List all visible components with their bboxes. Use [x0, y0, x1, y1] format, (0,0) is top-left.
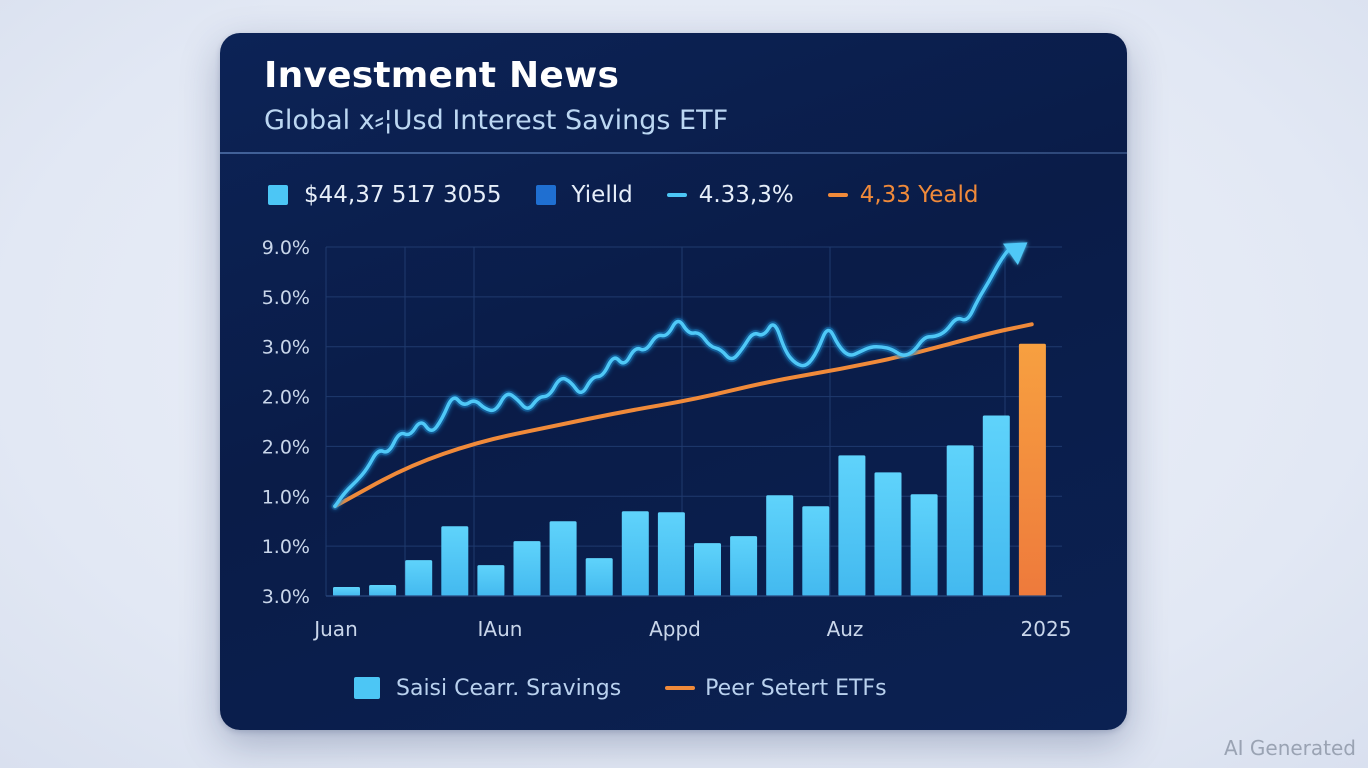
- bar: [333, 587, 360, 596]
- top-legend-item: $44,37 517 3055: [268, 182, 502, 208]
- x-tick-label: Auz: [827, 617, 864, 641]
- bar: [874, 472, 902, 596]
- bar: [369, 585, 397, 596]
- bar: [513, 541, 541, 596]
- y-tick-label: 2.0%: [262, 436, 310, 458]
- x-tick-label: Appd: [649, 617, 701, 641]
- header-divider: [220, 152, 1127, 154]
- legend-line-icon: [666, 193, 687, 197]
- legend-line-icon: [665, 686, 696, 690]
- top-legend-item: 4.33,3%: [666, 182, 794, 208]
- bar: [946, 445, 974, 596]
- bar: [477, 565, 505, 596]
- bar: [838, 455, 866, 596]
- x-tick-label: Juan: [312, 617, 358, 641]
- x-tick-label: IAun: [478, 617, 523, 641]
- bar-highlight: [1018, 343, 1046, 596]
- bar: [982, 415, 1010, 596]
- top-legend-item: 4,33 Yeald: [827, 182, 979, 208]
- peer-etfs-line: [333, 322, 1034, 509]
- bar: [621, 511, 649, 596]
- bar: [694, 543, 721, 596]
- y-tick-label: 3.0%: [262, 337, 310, 359]
- legend-line-icon: [827, 193, 848, 197]
- legend-label: Saisi Cearr. Sravings: [396, 675, 622, 701]
- card-header: Investment News Global x⸗¦Usd Interest S…: [220, 33, 1127, 154]
- legend-swatch-icon: [535, 185, 556, 205]
- bar: [910, 494, 938, 596]
- trend-arrow-icon: [1002, 242, 1028, 265]
- bottom-legend-item: Saisi Cearr. Sravings: [354, 676, 621, 701]
- legend-label: 4,33 Yeald: [859, 182, 979, 208]
- bar: [585, 558, 613, 596]
- y-tick-label: 1.0%: [262, 536, 310, 558]
- fund-yield-line: [333, 245, 1023, 509]
- fund-yield-line-glow: [331, 243, 1025, 510]
- legend-label: Yielld: [571, 182, 633, 208]
- bar: [441, 526, 469, 596]
- legend-label: $44,37 517 3055: [304, 182, 502, 208]
- chart-card: Investment News Global x⸗¦Usd Interest S…: [220, 33, 1127, 730]
- legend-swatch-icon: [354, 677, 380, 699]
- chart-plot: 3.0% 1.0% 1.0% 2.0% 2.0% 3.0% 5.0% 9.0% Juan IAun…: [262, 237, 1072, 641]
- y-tick-label: 5.0%: [262, 287, 310, 309]
- bar: [730, 536, 758, 596]
- y-tick-label: 9.0%: [262, 237, 310, 259]
- top-legend: $44,37 517 3055 Yielld 4.33,3% 4,33 Yeald: [268, 179, 1012, 211]
- y-tick-label: 3.0%: [262, 586, 310, 608]
- bar: [802, 506, 830, 596]
- bar: [657, 512, 685, 596]
- y-tick-label: 2.0%: [262, 387, 310, 409]
- bottom-legend: Saisi Cearr. Sravings Peer Setert ETFs: [354, 673, 931, 703]
- page-subtitle: Global x⸗¦Usd Interest Savings ETF: [264, 105, 729, 136]
- bar: [766, 495, 794, 596]
- ai-generated-watermark: AI Generated: [1223, 736, 1356, 760]
- top-legend-item: Yielld: [535, 182, 633, 208]
- bar: [405, 560, 433, 596]
- y-tick-label: 1.0%: [262, 486, 310, 508]
- bottom-legend-item: Peer Setert ETFs: [665, 675, 887, 701]
- legend-label: Peer Setert ETFs: [705, 675, 887, 701]
- bar: [549, 521, 577, 596]
- page-title: Investment News: [264, 55, 620, 96]
- legend-swatch-icon: [268, 185, 288, 205]
- legend-label: 4.33,3%: [698, 182, 794, 208]
- x-tick-label: 2025: [1021, 617, 1072, 641]
